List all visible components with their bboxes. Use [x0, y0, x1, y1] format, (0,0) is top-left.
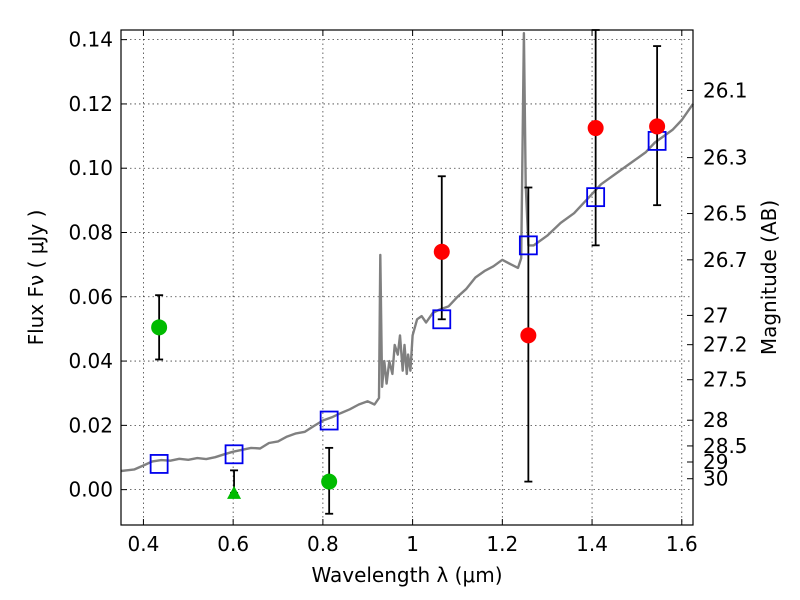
y2-tick-label: 28.5 [703, 434, 748, 458]
green-data-point [321, 473, 338, 490]
y2-axis-label: Magnitude (AB) [757, 200, 781, 355]
data-markers [149, 118, 667, 499]
error-bars [155, 29, 662, 515]
model-spectrum [120, 32, 694, 473]
red-data-point [433, 243, 450, 260]
y2-tick-label: 26.5 [703, 202, 748, 226]
axis-ticks [121, 30, 693, 525]
model-photometry-square [586, 187, 606, 208]
y-tick-label: 0.14 [68, 28, 113, 52]
tick-labels: 0.4 0.6 0.8 1 1.2 1.4 1.6 0.00 0.02 0.04 0.06 0.08 0… [68, 28, 747, 556]
y-tick-label: 0.08 [68, 221, 113, 245]
spectrum-line [120, 32, 694, 473]
grid-lines [121, 30, 693, 525]
x-tick-label: 1 [406, 532, 419, 556]
model-photometry-square [432, 309, 452, 330]
y-tick-label: 0.10 [68, 156, 113, 180]
y2-tick-label: 26.1 [703, 78, 748, 102]
red-data-point [649, 118, 666, 135]
x-tick-label: 1.6 [666, 532, 698, 556]
x-tick-label: 1.2 [486, 532, 518, 556]
upper-limit-triangle [227, 485, 242, 499]
model-photometry-square [518, 235, 538, 256]
plot-frame [120, 29, 694, 526]
y2-tick-label: 27 [703, 303, 728, 327]
x-tick-label: 0.6 [217, 532, 249, 556]
x-tick-label: 0.4 [128, 532, 160, 556]
y2-tick-label: 26.3 [703, 146, 748, 170]
model-photometry-square [319, 410, 339, 431]
y2-tick-label: 27.2 [703, 333, 748, 357]
red-data-point [520, 327, 537, 344]
model-photometry-square [224, 444, 244, 465]
y-tick-label: 0.02 [68, 413, 113, 437]
model-photometry-square [149, 454, 169, 474]
y2-tick-label: 29 [703, 450, 728, 474]
y-tick-label: 0.06 [68, 285, 113, 309]
red-data-point [587, 120, 604, 137]
x-tick-label: 1.4 [576, 532, 608, 556]
y2-tick-label: 28 [703, 408, 728, 432]
x-tick-label: 0.8 [307, 532, 339, 556]
y-axis-label: Flux Fν ( μJy ) [24, 210, 48, 346]
y2-tick-label: 30 [703, 467, 728, 491]
y-tick-label: 0.00 [68, 478, 113, 502]
y-tick-label: 0.12 [68, 92, 113, 116]
y-tick-label: 0.04 [68, 349, 113, 373]
green-data-point [151, 319, 168, 336]
y2-tick-label: 26.7 [703, 248, 748, 272]
y2-tick-label: 27.5 [703, 368, 748, 392]
x-axis-label: Wavelength λ (μm) [311, 563, 502, 587]
